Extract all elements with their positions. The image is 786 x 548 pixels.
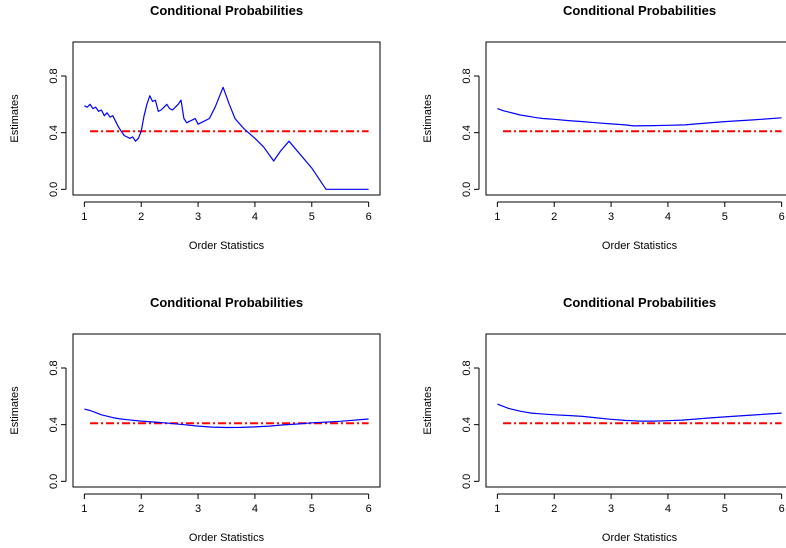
- x-tick-label: 2: [551, 211, 557, 223]
- x-tick-label: 6: [779, 211, 785, 223]
- chart-title: Conditional Probabilities: [563, 3, 716, 18]
- y-tick-label: 0.4: [461, 417, 473, 432]
- x-tick-label: 3: [608, 503, 614, 515]
- y-tick-label: 0.0: [48, 474, 60, 489]
- chart-panel-3: Conditional Probabilities 1 2 3 4 5 6 0.0 0.4 0.8…: [9, 295, 381, 544]
- x-axis-label: Order Statistics: [602, 240, 678, 252]
- x-tick-label: 6: [366, 503, 372, 515]
- y-tick-label: 0.4: [461, 125, 473, 140]
- x-tick-label: 1: [494, 211, 500, 223]
- x-tick-label: 5: [309, 211, 315, 223]
- y-tick-label: 0.8: [48, 68, 60, 83]
- x-tick-label: 3: [195, 211, 201, 223]
- x-tick-label: 3: [195, 503, 201, 515]
- estimates-series-line: [84, 86, 369, 190]
- y-axis-label: Estimates: [9, 386, 21, 435]
- x-tick-label: 1: [81, 211, 87, 223]
- y-tick-label: 0.0: [461, 474, 473, 489]
- x-tick-label: 5: [722, 211, 728, 223]
- y-axis-label: Estimates: [9, 94, 21, 143]
- x-tick-label: 5: [722, 503, 728, 515]
- x-axis-label: Order Statistics: [602, 532, 678, 544]
- y-tick-label: 0.8: [461, 68, 473, 83]
- x-tick-label: 4: [252, 211, 258, 223]
- x-tick-label: 5: [309, 503, 315, 515]
- chart-title: Conditional Probabilities: [563, 295, 716, 310]
- x-tick-label: 2: [138, 503, 144, 515]
- x-tick-label: 1: [81, 503, 87, 515]
- estimates-series-line: [497, 108, 782, 127]
- x-axis-label: Order Statistics: [189, 532, 265, 544]
- plot-frame: [485, 333, 786, 488]
- y-tick-label: 0.0: [461, 182, 473, 197]
- chart-panel-1: Conditional Probabilities 1 2 3 4 5 6 0.0 0.4 0.8…: [9, 3, 381, 252]
- estimates-series-line: [497, 403, 782, 422]
- x-tick-label: 3: [608, 211, 614, 223]
- x-tick-label: 4: [665, 503, 671, 515]
- chart-title: Conditional Probabilities: [150, 295, 303, 310]
- plot-frame: [72, 333, 381, 488]
- y-axis-label: Estimates: [422, 94, 434, 143]
- chart-panel-2: Conditional Probabilities 1 2 3 4 5 6 0.0 0.4 0.8…: [422, 3, 786, 252]
- chart-panel-4: Conditional Probabilities 1 2 3 4 5 6 0.0 0.4 0.8…: [422, 295, 786, 544]
- y-tick-label: 0.4: [48, 125, 60, 140]
- x-tick-label: 4: [665, 211, 671, 223]
- x-tick-label: 6: [366, 211, 372, 223]
- y-tick-label: 0.8: [461, 360, 473, 375]
- y-axis-label: Estimates: [422, 386, 434, 435]
- y-tick-label: 0.8: [48, 360, 60, 375]
- estimates-series-line: [84, 408, 369, 429]
- x-tick-label: 2: [551, 503, 557, 515]
- x-axis-label: Order Statistics: [189, 240, 265, 252]
- plot-frame: [485, 41, 786, 196]
- x-tick-label: 1: [494, 503, 500, 515]
- chart-title: Conditional Probabilities: [150, 3, 303, 18]
- y-tick-label: 0.0: [48, 182, 60, 197]
- x-tick-label: 6: [779, 503, 785, 515]
- plot-frame: [72, 41, 381, 196]
- x-tick-label: 4: [252, 503, 258, 515]
- y-tick-label: 0.4: [48, 417, 60, 432]
- x-tick-label: 2: [138, 211, 144, 223]
